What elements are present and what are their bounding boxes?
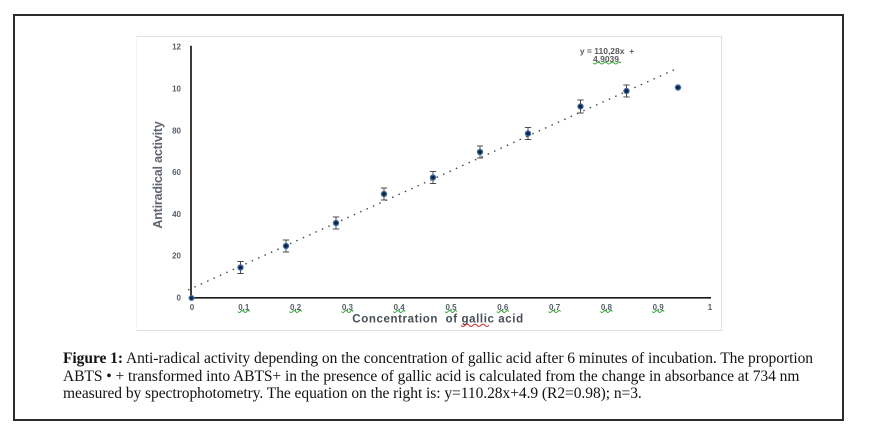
svg-text:Concentration of gallic acid: Concentration of gallic acid — [352, 314, 523, 326]
svg-text:0: 0 — [190, 303, 195, 312]
svg-text:60: 60 — [172, 168, 181, 177]
svg-text:0,1: 0,1 — [238, 303, 250, 312]
svg-text:1: 1 — [708, 303, 713, 312]
svg-text:12: 12 — [172, 43, 181, 52]
svg-text:80: 80 — [172, 126, 181, 135]
svg-text:20: 20 — [172, 252, 181, 261]
svg-text:0,7: 0,7 — [549, 303, 561, 312]
svg-text:0,9: 0,9 — [653, 303, 665, 312]
svg-text:0: 0 — [177, 294, 182, 303]
svg-text:0,4: 0,4 — [394, 303, 406, 312]
svg-text:0,2: 0,2 — [290, 303, 302, 312]
svg-text:0,3: 0,3 — [342, 303, 354, 312]
svg-text:0,6: 0,6 — [497, 303, 509, 312]
svg-text:40: 40 — [172, 210, 181, 219]
svg-text:Antiradical activity: Antiradical activity — [151, 121, 165, 228]
svg-text:y = 110,28x +: y = 110,28x + — [580, 46, 634, 56]
svg-text:0,5: 0,5 — [445, 303, 457, 312]
svg-text:10: 10 — [172, 85, 181, 94]
svg-text:4,9039: 4,9039 — [593, 54, 619, 64]
svg-text:0,8: 0,8 — [601, 303, 613, 312]
